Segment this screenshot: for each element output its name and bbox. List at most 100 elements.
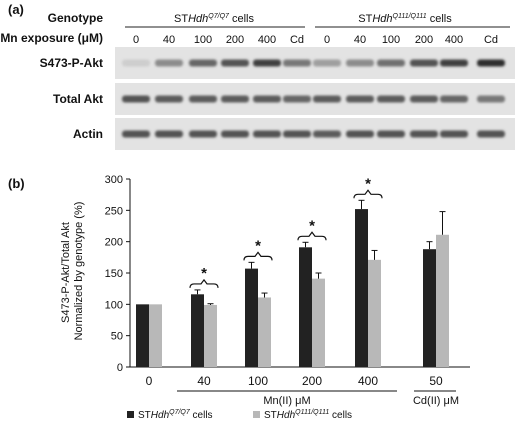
blot-band (283, 59, 311, 67)
panel-b: (b) S473-P-Akt/Total Akt Normalized by g… (8, 174, 470, 421)
blot-band (410, 130, 438, 138)
lane-labels: 0 40 100 200 400 Cd 0 40 100 200 400 Cd (133, 34, 498, 46)
bar (355, 209, 368, 367)
panel-a-label: (a) (8, 2, 24, 17)
blot-band (155, 59, 183, 67)
y-tick-label: 300 (105, 174, 123, 186)
y-tick-label: 100 (105, 299, 123, 311)
blot-band (313, 95, 341, 103)
significance-star: * (255, 237, 261, 254)
bar (312, 278, 325, 367)
lane-label: 40 (163, 34, 175, 46)
blot-band (189, 59, 217, 67)
blot-band (155, 95, 183, 103)
significance-star: * (365, 175, 371, 192)
lane-label: 0 (133, 34, 139, 46)
y-axis-label: S473-P-Akt/Total Akt Normalized by genot… (60, 202, 85, 341)
blot-band (477, 130, 505, 138)
significance-bracket (353, 189, 383, 199)
x-tick-label: 400 (358, 374, 378, 388)
blot-band (155, 130, 183, 138)
blot-band (313, 59, 341, 67)
blot-band (410, 95, 438, 103)
blot-row-label: Total Akt (53, 92, 103, 106)
y-tick-label: 50 (111, 331, 123, 343)
blot-band (346, 130, 374, 138)
blot-band (283, 95, 311, 103)
bar (436, 234, 449, 367)
blot-band (477, 59, 505, 67)
legend-swatch-q111 (253, 411, 260, 418)
blot-row: Total Akt (53, 83, 515, 115)
blot-band (377, 95, 405, 103)
panel-b-label: (b) (8, 176, 25, 191)
significance-star: * (309, 217, 315, 234)
significance-bracket (243, 251, 273, 261)
x-tick-label: 50 (429, 374, 443, 388)
blot-band (440, 130, 468, 138)
blot-band (122, 59, 150, 67)
blot-band (283, 130, 311, 138)
y-tick-label: 200 (105, 237, 123, 249)
lane-label: 400 (258, 34, 276, 46)
blot-band (377, 59, 405, 67)
bar-chart: 0 50 100 150 200 250 300 0 40 * 100 * 200 * 400 * 50 Mn(I… (105, 174, 470, 407)
blot-band (410, 59, 438, 67)
blot-row-label: S473-P-Akt (40, 56, 103, 70)
group1-header: STHdhQ7/Q7 cells (174, 13, 254, 25)
legend-label-q7: STHdhQ7/Q7 cells (138, 409, 213, 421)
significance-star: * (201, 265, 207, 282)
lane-label: 200 (226, 34, 244, 46)
legend: STHdhQ7/Q7 cells STHdhQ111/Q111 cells (127, 409, 352, 421)
blot-band (221, 130, 249, 138)
x-tick-label: 0 (146, 374, 153, 388)
blot-band (189, 95, 217, 103)
blot-band (346, 59, 374, 67)
panel-a: (a) Genotype Mn exposure (μM) STHdhQ7/Q7… (0, 2, 515, 150)
genotype-label: Genotype (48, 11, 104, 25)
lane-label: Cd (290, 34, 304, 46)
group-label: Cd(II) μM (413, 395, 459, 407)
blot-band (221, 95, 249, 103)
blot-band (477, 95, 505, 103)
legend-label-q111: STHdhQ111/Q111 cells (264, 409, 352, 421)
y-tick-label: 150 (105, 268, 123, 280)
blot-band (346, 95, 374, 103)
blot-band (253, 130, 281, 138)
x-tick-label: 40 (197, 374, 211, 388)
blot-band (221, 59, 249, 67)
y-tick-label: 250 (105, 205, 123, 217)
bar (423, 249, 436, 367)
y-tick-label: 0 (117, 362, 123, 374)
blot-band (253, 59, 281, 67)
bar (204, 304, 217, 367)
blot-band (440, 59, 468, 67)
blot-band (122, 130, 150, 138)
bar (368, 259, 381, 367)
blot-row: Actin (73, 118, 515, 150)
blot-band (253, 95, 281, 103)
blot-band (122, 95, 150, 103)
group2-header: STHdhQ111/Q111 cells (358, 13, 452, 25)
bar (258, 297, 271, 367)
x-tick-label: 200 (302, 374, 322, 388)
significance-bracket (189, 278, 219, 288)
blot-row: S473-P-Akt (40, 47, 515, 79)
significance-bracket (297, 231, 327, 241)
lane-label: 400 (445, 34, 463, 46)
blot-rows: S473-P-Akt Total Akt Actin (40, 47, 515, 150)
group-label: Mn(II) μM (263, 395, 310, 407)
lane-label: Cd (484, 34, 498, 46)
bar (191, 294, 204, 367)
legend-swatch-q7 (127, 411, 134, 418)
blot-band (313, 130, 341, 138)
bar (149, 304, 162, 367)
x-tick-label: 100 (248, 374, 268, 388)
lane-label: 0 (324, 34, 330, 46)
bar (136, 304, 149, 367)
lane-label: 200 (415, 34, 433, 46)
blot-band (440, 95, 468, 103)
blot-band (377, 130, 405, 138)
mn-exposure-label: Mn exposure (μM) (0, 31, 103, 45)
